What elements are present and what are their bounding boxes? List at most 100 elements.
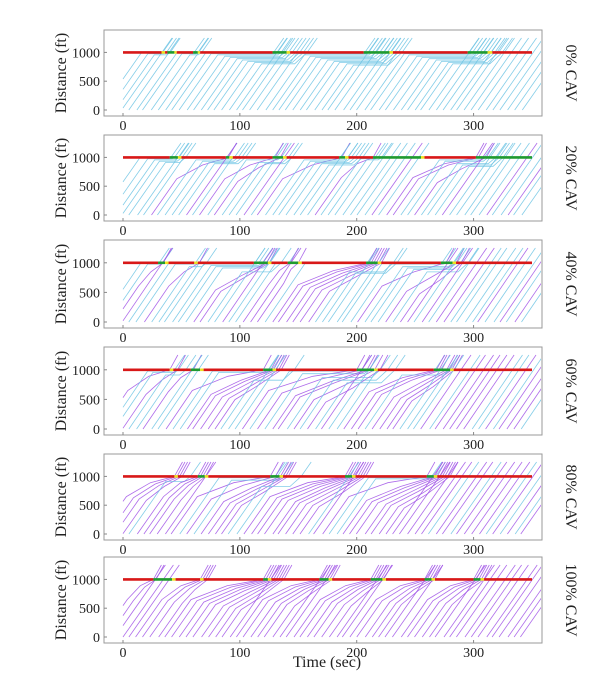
- hdv-trajectory: [470, 37, 522, 111]
- plot-area: [122, 142, 541, 216]
- x-tick-label: 100: [229, 646, 250, 661]
- cav-trajectory: [429, 564, 493, 638]
- hdv-trajectory: [236, 461, 288, 535]
- hdv-trajectory: [399, 354, 451, 430]
- cav-trajectory: [507, 485, 541, 535]
- cav-trajectory: [264, 461, 362, 535]
- cav-trajectory: [449, 354, 501, 430]
- hdv-trajectory: [378, 142, 430, 216]
- hdv-trajectory: [178, 37, 292, 111]
- cav-trajectory: [292, 247, 385, 323]
- hdv-trajectory: [485, 37, 537, 111]
- cav-trajectory: [299, 247, 388, 323]
- cav-trajectory: [285, 461, 369, 535]
- hdv-trajectory: [308, 461, 360, 535]
- cav-trajectory: [370, 461, 454, 535]
- plot-area: [122, 354, 541, 430]
- cav-trajectory: [470, 564, 522, 638]
- hdv-trajectory: [157, 37, 210, 111]
- cav-trajectory: [307, 564, 385, 638]
- hdv-trajectory: [278, 142, 366, 216]
- cav-trajectory: [392, 142, 487, 216]
- y-tick-label: 1000: [72, 470, 100, 485]
- cav-trajectory: [186, 461, 284, 535]
- cav-trajectory: [272, 461, 364, 535]
- cav-trajectory: [456, 461, 508, 535]
- y-tick-label: 500: [79, 180, 100, 195]
- cav-trajectory: [122, 354, 179, 398]
- x-tick-label: 200: [346, 543, 367, 558]
- panel-title: 40% CAV: [562, 251, 579, 316]
- cav-trajectory: [421, 461, 473, 535]
- cav-trajectory: [128, 564, 180, 638]
- hdv-trajectory: [485, 461, 537, 535]
- cav-trajectory: [122, 461, 183, 502]
- cav-trajectory: [321, 354, 373, 430]
- cav-trajectory: [371, 354, 456, 430]
- cav-trajectory: [277, 461, 367, 535]
- hdv-trajectory: [493, 252, 541, 323]
- y-tick-label: 0: [93, 209, 100, 224]
- hdv-trajectory: [356, 142, 408, 216]
- hdv-trajectory: [465, 247, 517, 323]
- hdv-trajectory: [299, 354, 399, 430]
- x-tick-label: 200: [346, 646, 367, 661]
- hdv-trajectory: [221, 142, 300, 216]
- hdv-trajectory: [221, 37, 314, 111]
- cav-trajectory: [221, 461, 297, 535]
- hdv-trajectory: [307, 142, 359, 216]
- cav-trajectory: [421, 247, 473, 323]
- y-axis-label: Distance (ft): [53, 457, 70, 537]
- hdv-trajectory: [472, 247, 524, 323]
- cav-trajectory: [200, 461, 289, 535]
- cav-trajectory: [186, 142, 238, 216]
- cav-trajectory: [208, 461, 292, 535]
- cav-trajectory: [208, 564, 288, 638]
- cav-trajectory: [364, 461, 451, 535]
- hdv-trajectory: [428, 461, 480, 535]
- x-tick-label: 100: [229, 119, 250, 134]
- cav-trajectory: [464, 564, 516, 638]
- hdv-trajectory: [407, 142, 499, 216]
- hdv-trajectory: [285, 142, 370, 216]
- cav-trajectory: [477, 247, 529, 323]
- cav-trajectory: [242, 354, 366, 430]
- hdv-trajectory: [407, 354, 459, 430]
- cav-trajectory: [299, 564, 382, 638]
- hdv-trajectory: [492, 40, 541, 111]
- hdv-trajectory: [228, 142, 303, 216]
- hdv-trajectory: [428, 247, 480, 323]
- cav-trajectory: [364, 564, 439, 638]
- cav-trajectory: [242, 247, 299, 323]
- y-tick-label: 0: [93, 528, 100, 543]
- cav-trajectory: [357, 247, 455, 323]
- x-tick-label: 100: [229, 438, 250, 453]
- cav-trajectory: [378, 461, 456, 535]
- hdv-trajectory: [364, 247, 464, 323]
- plot-area: [122, 461, 541, 535]
- panel-title: 20% CAV: [562, 145, 579, 210]
- cav-trajectory: [498, 366, 541, 430]
- y-axis-label: Distance (ft): [53, 351, 70, 431]
- cav-trajectory: [341, 564, 394, 638]
- cav-trajectory: [351, 354, 448, 430]
- cav-trajectory: [486, 142, 538, 216]
- cav-trajectory: [441, 142, 494, 216]
- hdv-trajectory: [265, 37, 383, 111]
- cav-trajectory: [272, 247, 378, 323]
- cav-trajectory: [491, 566, 541, 638]
- hdv-trajectory: [505, 270, 541, 323]
- hdv-trajectory: [514, 71, 541, 111]
- hdv-trajectory: [278, 37, 391, 111]
- cav-trajectory: [199, 142, 284, 216]
- cav-trajectory: [407, 247, 459, 323]
- cav-trajectory: [343, 354, 445, 430]
- cav-trajectory: [506, 378, 541, 430]
- x-tick-label: 0: [120, 438, 127, 453]
- x-tick-label: 0: [120, 331, 127, 346]
